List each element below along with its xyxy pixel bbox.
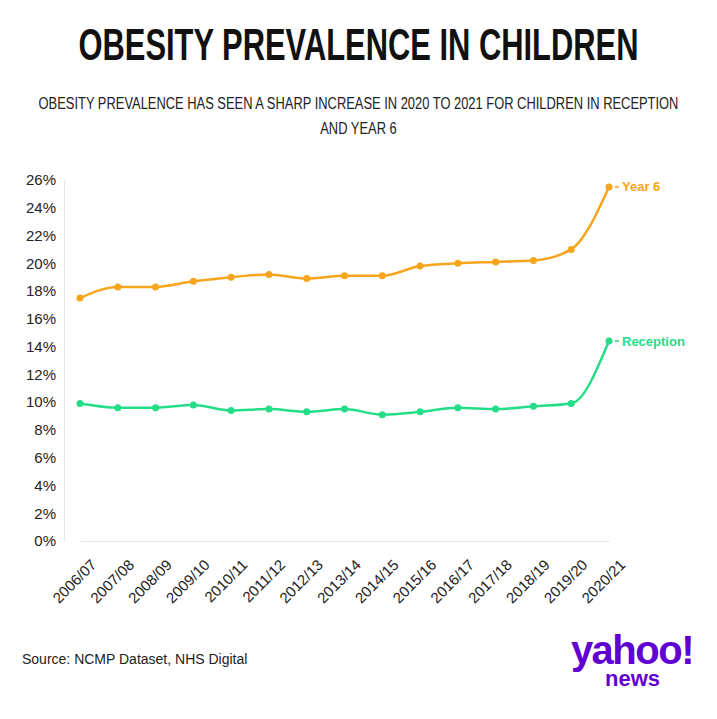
x-tick: 2020/21 [578,541,628,606]
point-marker [568,400,575,407]
y-tick-label: 4% [34,477,56,494]
y-tick: 26% [26,171,64,188]
y-tick: 18% [26,282,64,299]
y-tick: 6% [34,449,64,466]
y-tick-label: 20% [26,255,56,272]
y-tick: 14% [26,338,64,355]
point-marker [606,183,613,190]
y-axis: 0% 2% 4% 6% 8% 10% 12% 14% 16% 18% 20% 22% 24% 26% [26,171,65,549]
point-marker [379,272,386,279]
point-marker [190,401,197,408]
point-marker [492,258,499,265]
point-marker [152,283,159,290]
chart-svg: OBESITY PREVALENCE IN CHILDREN OBESITY PR… [0,0,717,719]
y-tick: 8% [34,421,64,438]
y-tick-label: 2% [34,505,56,522]
point-marker [77,295,84,302]
y-tick-label: 14% [26,338,56,355]
point-marker [265,271,272,278]
y-tick-label: 10% [26,393,56,410]
point-marker [417,263,424,270]
y-tick-label: 0% [34,532,56,549]
point-marker [114,283,121,290]
point-marker [606,338,613,345]
y-tick-label: 6% [34,449,56,466]
y-tick: 20% [26,255,64,272]
point-marker [152,404,159,411]
point-marker [265,406,272,413]
point-marker [454,404,461,411]
point-marker [492,406,499,413]
y-tick-label: 26% [26,171,56,188]
plot-area [77,183,613,418]
point-marker [114,404,121,411]
y-tick: 16% [26,310,64,327]
point-marker [379,411,386,418]
chart-container: OBESITY PREVALENCE IN CHILDREN OBESITY PR… [0,0,717,719]
y-tick-label: 16% [26,310,56,327]
point-marker [341,406,348,413]
y-tick: 22% [26,227,64,244]
y-tick: 12% [26,366,64,383]
y-tick-label: 24% [26,199,56,216]
y-tick-label: 12% [26,366,56,383]
point-marker [454,260,461,267]
y-tick-label: 22% [26,227,56,244]
y-tick-label: 18% [26,282,56,299]
point-marker [303,408,310,415]
point-marker [530,257,537,264]
title: OBESITY PREVALENCE IN CHILDREN [79,20,639,69]
logo-subtext: news [605,666,660,691]
point-marker [341,272,348,279]
point-marker [190,278,197,285]
x-tick-label: 2020/21 [578,556,628,606]
point-marker [303,275,310,282]
label-dash [615,340,619,342]
y-tick: 2% [34,505,64,522]
y-tick: 4% [34,477,64,494]
label-dash [615,186,619,188]
y-tick-label: 8% [34,421,56,438]
point-marker [568,246,575,253]
point-marker [530,403,537,410]
y-tick: 0% [34,532,64,549]
y-tick: 10% [26,393,64,410]
y-tick: 24% [26,199,64,216]
x-axis-line [81,541,610,542]
source: Source: NCMP Dataset, NHS Digital [22,651,247,667]
point-marker [77,400,84,407]
y-axis-line [64,181,65,542]
series-label: Reception [622,334,685,349]
point-marker [417,408,424,415]
point-marker [228,407,235,414]
x-axis: 2006/072007/082008/092009/102010/112011/… [49,541,628,606]
series-label: Year 6 [622,179,660,194]
subtitle-group: OBESITY PREVALENCE HAS SEEN A SHARP INCR… [39,93,679,137]
series-line [80,187,609,298]
subtitle: OBESITY PREVALENCE HAS SEEN A SHARP INCR… [39,93,679,137]
point-marker [228,274,235,281]
series-line [80,341,609,415]
